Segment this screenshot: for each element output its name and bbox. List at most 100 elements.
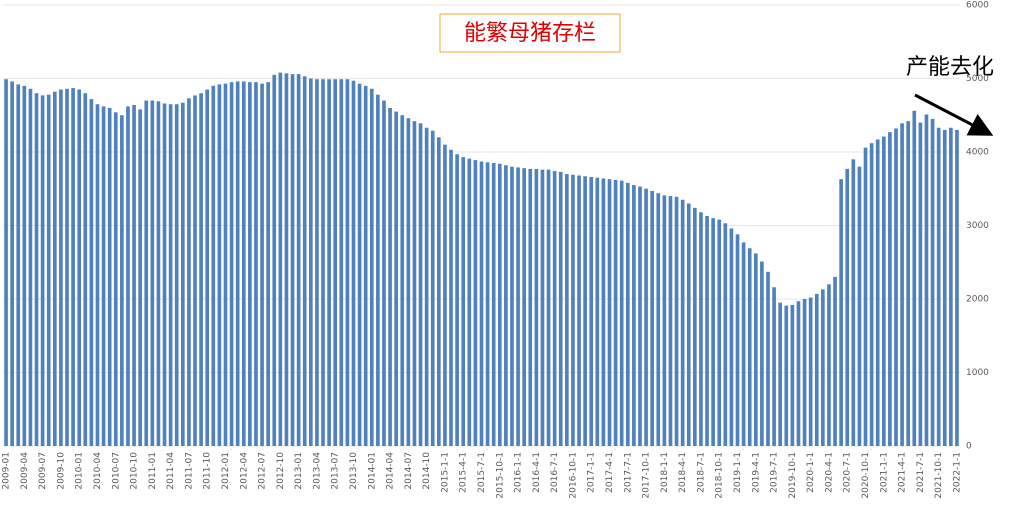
x-tick-label: 2015-10-1 <box>495 452 505 499</box>
x-tick-label: 2011-07 <box>184 452 194 490</box>
bar <box>406 118 411 446</box>
bar <box>662 195 667 446</box>
bar <box>16 84 21 446</box>
bar <box>193 95 197 446</box>
x-tick-label: 2012-07 <box>258 452 268 490</box>
bar <box>59 89 63 447</box>
bar <box>10 81 14 446</box>
bar <box>126 106 130 447</box>
bar <box>113 112 118 446</box>
bar <box>333 79 338 447</box>
x-tick-label: 2012-10 <box>276 452 286 490</box>
bar <box>357 83 362 447</box>
x-tick-label: 2017-7-1 <box>623 452 633 493</box>
bar <box>814 293 819 446</box>
bar <box>912 110 917 446</box>
x-tick-label: 2009-10 <box>56 452 66 490</box>
bar <box>107 107 112 447</box>
bar <box>437 137 441 447</box>
bar <box>168 104 173 446</box>
title-box <box>439 13 621 53</box>
bar <box>808 297 813 446</box>
bar <box>875 139 880 446</box>
bar <box>138 109 142 447</box>
bar <box>668 196 673 446</box>
bar <box>504 165 508 447</box>
bar <box>28 88 33 446</box>
x-tick-label: 2014-01 <box>367 452 377 490</box>
x-tick-label: 2022-1-1 <box>952 452 962 493</box>
x-tick-label: 2017-1-1 <box>587 452 597 493</box>
bar <box>296 74 301 446</box>
bar <box>52 91 57 446</box>
bar <box>552 171 557 447</box>
x-tick-label: 2010-10 <box>130 452 140 490</box>
bar <box>778 302 783 446</box>
bar <box>741 242 746 446</box>
x-tick-label: 2021-1-1 <box>879 452 889 493</box>
bar <box>180 102 185 446</box>
bar <box>22 85 27 446</box>
bar <box>589 176 594 447</box>
y-tick-label: 1000 <box>966 368 989 378</box>
bar <box>321 79 325 447</box>
bar <box>613 179 618 446</box>
bar <box>241 81 246 446</box>
bar <box>315 79 319 447</box>
bar <box>351 80 356 446</box>
bar <box>729 228 734 446</box>
x-tick-label: 2014-10 <box>422 452 432 490</box>
x-tick-label: 2016-7-1 <box>550 452 560 493</box>
bar <box>772 287 776 446</box>
bar <box>638 186 642 447</box>
x-tick-label: 2010-07 <box>111 452 121 490</box>
bar <box>89 99 94 446</box>
bar <box>711 218 715 446</box>
x-tick-label: 2019-1-1 <box>733 452 743 493</box>
x-tick-label: 2018-7-1 <box>696 452 706 493</box>
x-tick-label: 2020-10-1 <box>861 452 871 499</box>
bar <box>723 223 728 446</box>
bar <box>40 95 45 446</box>
bar <box>516 167 520 446</box>
x-tick-label: 2019-10-1 <box>788 452 798 499</box>
bar <box>248 82 252 447</box>
bar <box>394 111 398 446</box>
y-tick-label: 6000 <box>966 1 989 11</box>
bar <box>199 93 203 446</box>
bar <box>924 114 929 446</box>
bar <box>132 104 136 447</box>
x-tick-label: 2013-01 <box>294 452 304 490</box>
bar <box>955 129 959 446</box>
bar <box>491 163 496 446</box>
bar <box>881 136 886 446</box>
y-tick-label: 2000 <box>966 295 989 305</box>
x-tick-label: 2018-4-1 <box>678 452 688 493</box>
annotation-arrow <box>914 93 994 136</box>
bar <box>790 304 795 446</box>
x-tick-label: 2020-4-1 <box>824 452 834 493</box>
y-tick-label: 3000 <box>966 221 989 231</box>
x-tick-label: 2020-1-1 <box>806 452 816 493</box>
bar <box>845 168 850 446</box>
bar <box>388 107 392 447</box>
bar <box>821 289 825 446</box>
bar <box>467 158 472 447</box>
x-tick-label: 2009-07 <box>38 452 48 490</box>
bar <box>930 118 935 447</box>
bar <box>4 79 8 447</box>
bar <box>34 93 39 446</box>
bar <box>900 123 904 447</box>
bar <box>46 94 51 447</box>
bar <box>187 98 191 446</box>
x-tick-label: 2011-01 <box>148 452 158 490</box>
bar <box>644 188 648 446</box>
bar <box>766 271 770 446</box>
bar <box>272 74 277 446</box>
bar <box>120 115 124 446</box>
bar <box>101 106 106 447</box>
bar <box>144 100 149 447</box>
bar <box>656 193 661 446</box>
bar <box>65 88 69 446</box>
bar <box>217 84 222 446</box>
